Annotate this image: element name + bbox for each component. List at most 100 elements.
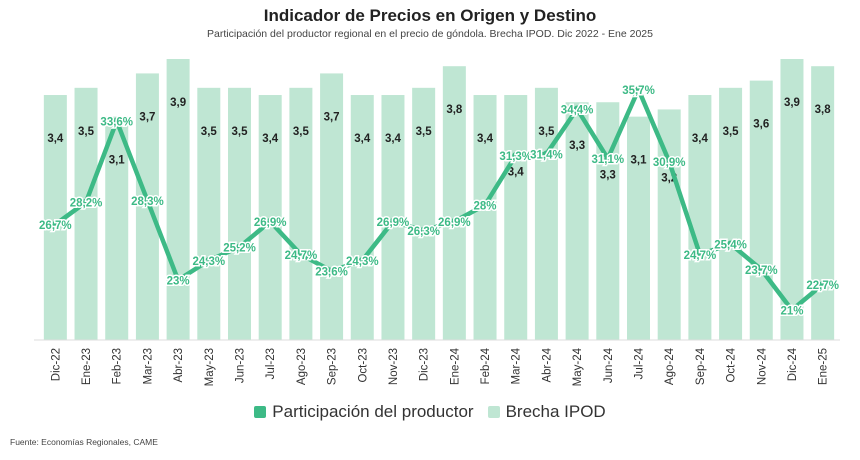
bar-value-label: 3,5	[538, 126, 555, 138]
line-series	[53, 87, 825, 313]
chart-canvas: Dic-22 Ene-23 Feb-23 Mar-23 Abr-23 May-23 Jun-…	[34, 59, 840, 386]
bar-value-label: 3,9	[784, 97, 800, 109]
bar	[350, 95, 374, 341]
bar	[596, 102, 620, 340]
bar-value-label: 3,7	[324, 111, 340, 123]
line-point	[665, 158, 673, 165]
bar-value-label: 3,8	[446, 104, 463, 116]
x-tick-label: Jul-24	[634, 347, 646, 379]
line-value-label: 26,9%	[254, 217, 287, 229]
bar-value-label: 3,7	[139, 111, 155, 123]
x-tick-label: Jun-23	[235, 348, 247, 383]
bar	[74, 87, 98, 340]
x-tick-label: Sep-23	[327, 348, 339, 385]
bar	[688, 95, 712, 341]
line-point	[757, 266, 765, 273]
line-value-label: 34,4%	[561, 105, 594, 117]
line-point	[788, 306, 796, 314]
x-tick-label: Ene-23	[81, 348, 93, 385]
bar	[197, 87, 221, 340]
bar	[811, 66, 835, 340]
line-value-label: 26,3%	[407, 226, 440, 238]
line-point	[328, 267, 336, 275]
x-tick-label: Ago-24	[664, 347, 676, 385]
bar	[228, 87, 251, 340]
line-point	[450, 218, 458, 225]
bar	[657, 109, 681, 340]
x-tick-label: Jun-24	[603, 347, 615, 383]
line-value-label: 28%	[474, 201, 497, 213]
bar-value-label: 3,4	[385, 133, 402, 145]
bar	[320, 73, 344, 341]
x-tick-label: Dic-24	[787, 347, 799, 381]
line-point	[266, 218, 274, 225]
x-tick-label: Oct-23	[357, 348, 369, 383]
line-point	[82, 198, 90, 206]
line-point	[542, 150, 550, 158]
bar-value-label: 3,5	[78, 126, 95, 138]
line-value-label: 21%	[780, 306, 803, 318]
x-tick-label: May-24	[572, 347, 584, 386]
line-value-label: 30,9%	[653, 157, 686, 169]
x-tick-label: Nov-24	[756, 347, 768, 385]
bar-value-label: 3,5	[201, 126, 218, 138]
line-value-label: 31,4%	[530, 150, 563, 162]
line-point	[481, 201, 489, 209]
bar-value-label: 3,5	[293, 126, 310, 138]
bar	[627, 116, 650, 341]
bar	[473, 95, 497, 341]
line-point	[635, 86, 642, 93]
bar	[504, 95, 528, 341]
line-point	[297, 251, 305, 258]
chart-title: Indicador de Precios en Origen y Destino	[263, 6, 597, 25]
line-value-label: 22,7%	[806, 280, 839, 292]
chart-subtitle: Participación del productor regional en …	[207, 28, 653, 40]
line-value-label: 26,7%	[39, 220, 72, 232]
x-tick-label: Dic-23	[419, 348, 431, 381]
line-value-label: 24,3%	[346, 256, 379, 268]
line-point	[573, 105, 581, 113]
line-point	[420, 227, 428, 234]
bar	[534, 87, 558, 340]
bar-value-label: 3,5	[232, 126, 249, 138]
line-point	[389, 218, 397, 225]
x-tick-label: Sep-24	[695, 347, 707, 385]
line-point	[358, 257, 366, 264]
x-tick-label: Jul-23	[265, 348, 277, 379]
line-point	[113, 117, 121, 125]
source-note: Fuente: Economías Regionales, CAME	[10, 437, 158, 447]
legend-label-line: Participación del productor	[272, 402, 474, 421]
line-point	[174, 276, 182, 284]
bar-value-label: 3,3	[600, 170, 616, 182]
bar-value-label: 3,4	[354, 133, 371, 145]
bar-value-label: 3,4	[262, 133, 279, 145]
line-value-label: 26,9%	[377, 217, 410, 229]
line-value-label: 35,7%	[622, 85, 655, 97]
line-value-label: 24,3%	[193, 256, 226, 268]
line-point	[205, 257, 213, 264]
line-point	[51, 221, 59, 228]
line-value-label: 33,6%	[100, 117, 133, 129]
line-value-label: 28,2%	[70, 198, 103, 210]
bar	[258, 95, 282, 341]
legend: Participación del productor Brecha IPOD	[0, 402, 860, 422]
line-value-label: 23,7%	[745, 265, 778, 277]
line-value-label: 23,6%	[315, 267, 348, 279]
line-value-label: 31,3%	[499, 151, 532, 163]
bar-value-label: 3,4	[508, 167, 525, 179]
line-point	[143, 197, 151, 204]
bar	[289, 87, 313, 340]
x-tick-label: May-23	[204, 348, 216, 386]
bar-value-label: 3,3	[569, 140, 585, 152]
x-tick-label: Mar-24	[511, 347, 523, 384]
line-value-label: 24,7%	[684, 250, 717, 262]
bar-value-label: 3,4	[692, 133, 709, 145]
bar-value-label: 3,1	[109, 155, 126, 167]
x-tick-label: Nov-23	[388, 348, 400, 385]
x-tick-label: Ene-24	[449, 347, 461, 385]
bar-value-label: 3,5	[723, 126, 740, 138]
bar	[412, 87, 436, 340]
x-tick-label: Ago-23	[296, 348, 308, 385]
bar-value-label: 3,9	[170, 97, 186, 109]
bar	[565, 102, 589, 340]
